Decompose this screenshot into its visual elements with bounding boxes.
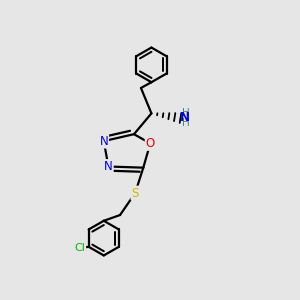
Text: O: O: [146, 137, 155, 150]
Text: Cl: Cl: [74, 243, 85, 253]
Text: N: N: [180, 111, 190, 124]
Text: H: H: [182, 118, 189, 128]
Text: S: S: [131, 187, 139, 200]
Text: N: N: [99, 135, 108, 148]
Text: N: N: [104, 160, 113, 173]
Text: H: H: [182, 108, 189, 118]
